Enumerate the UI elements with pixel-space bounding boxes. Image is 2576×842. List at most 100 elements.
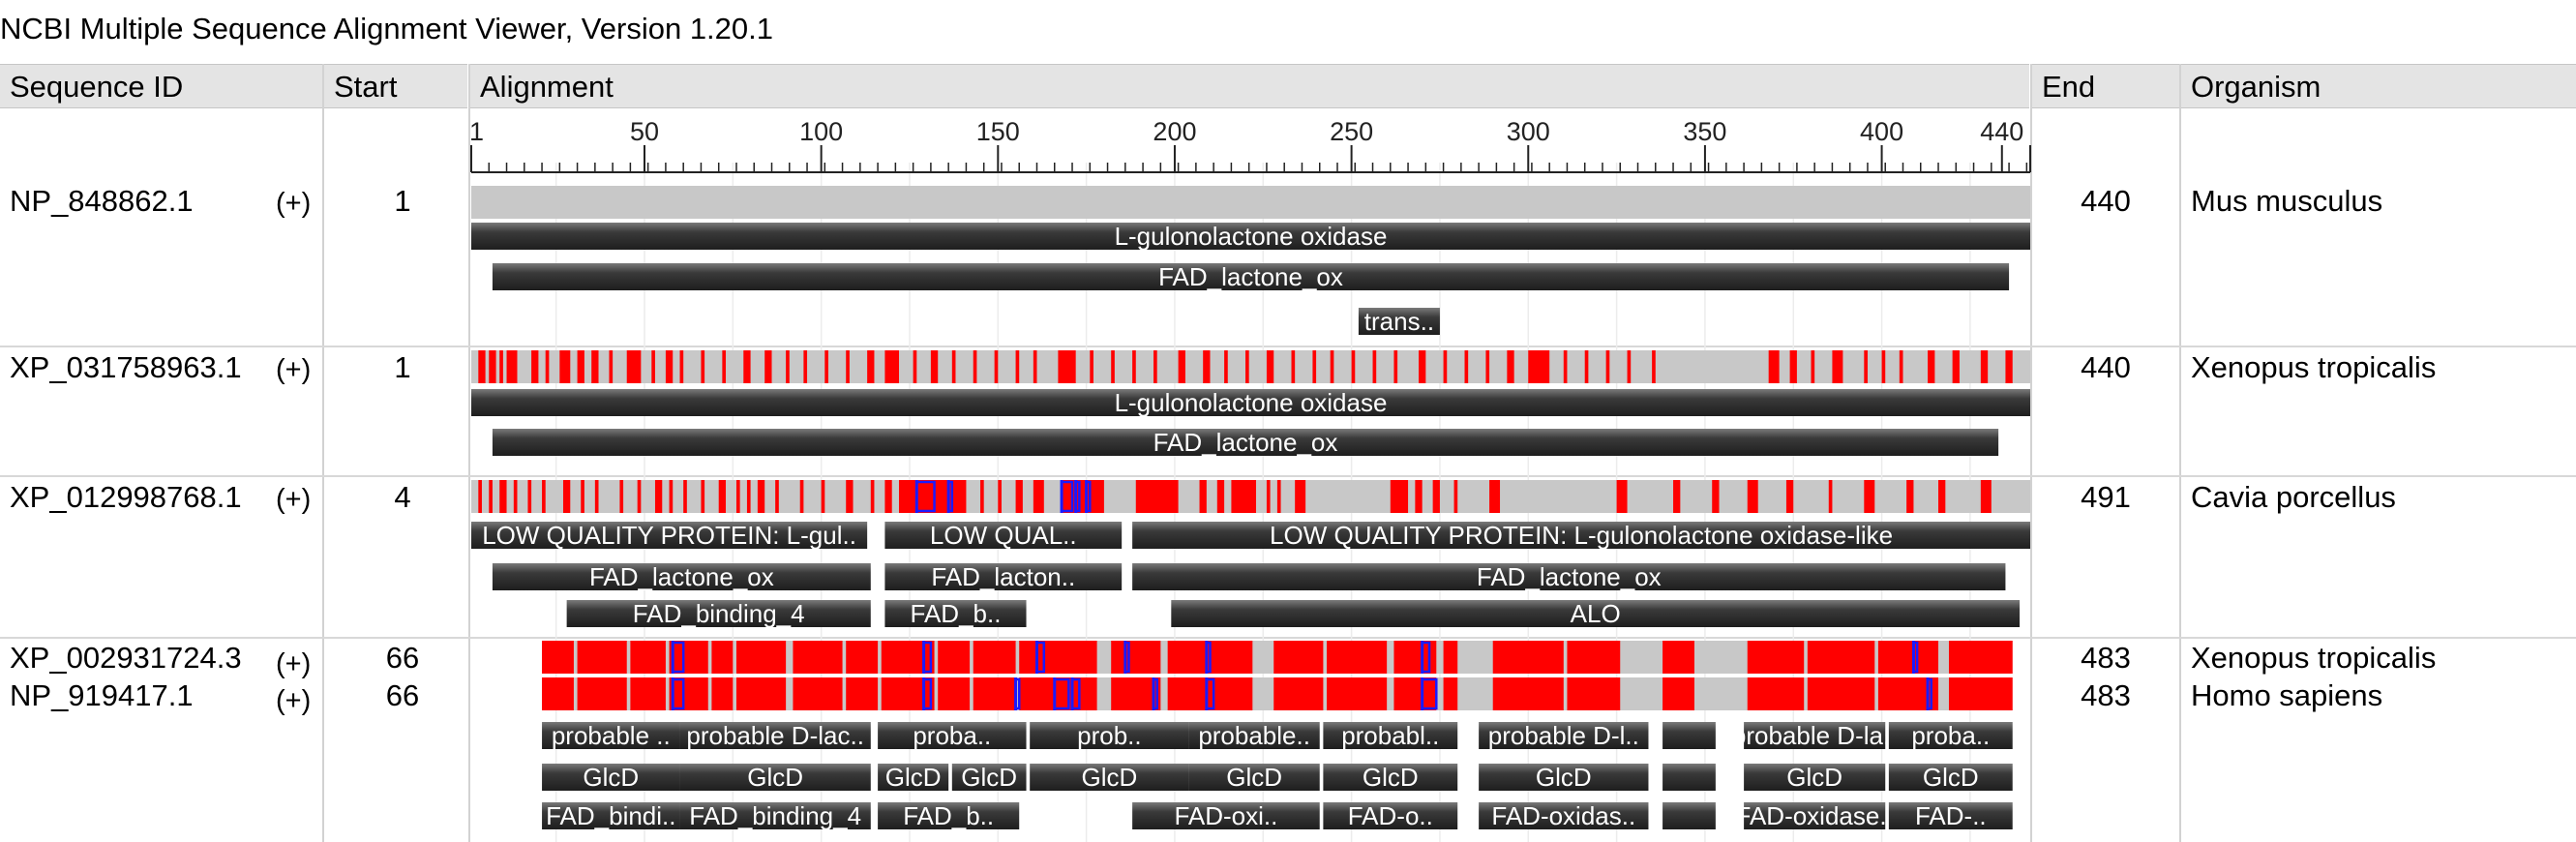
feature-bar[interactable]: FAD-oxidas.. (1479, 801, 1649, 830)
mismatch-segment (630, 677, 666, 710)
feature-bar[interactable]: FAD_lacton.. (884, 562, 1123, 591)
feature-bar[interactable]: probable D-lac.. (679, 721, 871, 750)
mismatch-segment (630, 641, 666, 674)
column-divider[interactable] (468, 64, 470, 842)
sequence-id[interactable]: NP_919417.1 (10, 678, 194, 712)
feature-bar[interactable]: FAD_lactone_ox (492, 562, 871, 591)
feature-bar[interactable]: probable D-l.. (1479, 721, 1649, 750)
feature-bar[interactable]: FAD_binding_4 (679, 801, 871, 830)
feature-bar[interactable]: FAD-.. (1888, 801, 2013, 830)
feature-bar[interactable]: GlcD (878, 763, 949, 792)
feature-bar[interactable]: GlcD (679, 763, 871, 792)
feature-shape (1132, 522, 2030, 549)
sequence-id[interactable]: NP_848862.1 (10, 184, 194, 218)
mismatch-segment (1789, 350, 1797, 383)
feature-bar[interactable]: prob.. (1030, 721, 1189, 750)
feature-bar[interactable] (1662, 722, 1716, 749)
alignment-row[interactable] (542, 641, 2013, 674)
feature-shape (471, 223, 2030, 250)
alignment-row[interactable]: L-gulonolactone oxidase FAD_lactone_ox (471, 350, 2030, 457)
feature-shape (1744, 722, 1886, 749)
feature-bar[interactable]: FAD_lactone_ox (492, 262, 2010, 291)
feature-bar[interactable]: GlcD (951, 763, 1027, 792)
sequence-id[interactable]: XP_012998768.1 (10, 480, 242, 514)
feature-bar[interactable]: FAD-oxi.. (1132, 801, 1320, 830)
mismatch-segment (1266, 480, 1271, 513)
mismatch-segment (1528, 350, 1550, 383)
mismatch-segment (735, 480, 740, 513)
mismatch-segment (1616, 480, 1628, 513)
feature-bar[interactable]: probable .. (542, 721, 680, 750)
mismatch-segment (1747, 677, 1805, 710)
feature-bar[interactable]: LOW QUALITY PROTEIN: L-gulonolactone oxi… (1132, 521, 2030, 550)
end-position: 491 (2081, 480, 2131, 514)
column-header-organism[interactable]: Organism (2181, 64, 2576, 108)
column-header-end[interactable]: End (2032, 64, 2179, 108)
feature-bar[interactable]: proba.. (878, 721, 1027, 750)
feature-bar[interactable]: ALO (1171, 599, 2021, 628)
feature-bar[interactable]: GlcD (1030, 763, 1189, 792)
column-header-start[interactable]: Start (324, 64, 467, 108)
sequence-id[interactable]: XP_002931724.3 (10, 641, 242, 675)
alignment-rows[interactable]: L-gulonolactone oxidaseFAD_lactone_oxtra… (471, 186, 2030, 830)
feature-bar[interactable]: FAD_b.. (884, 599, 1027, 628)
feature-bar[interactable]: GlcD (1888, 763, 2013, 792)
mismatch-segment (1216, 480, 1225, 513)
feature-bar[interactable]: FAD_b.. (878, 801, 1020, 830)
feature-bar[interactable]: probabl.. (1323, 721, 1458, 750)
mismatch-segment (1652, 350, 1656, 383)
feature-bar[interactable] (1662, 764, 1716, 791)
column-header-label: Organism (2191, 70, 2321, 104)
column-divider[interactable] (322, 64, 324, 842)
feature-bar[interactable]: FAD-oxidase.. (1736, 801, 1894, 830)
feature-shape (1132, 802, 1320, 829)
feature-bar[interactable]: L-gulonolactone oxidase (471, 388, 2030, 417)
mismatch-segment (718, 480, 727, 513)
feature-bar[interactable]: proba.. (1888, 721, 2013, 750)
feature-bar[interactable]: probable.. (1188, 721, 1320, 750)
feature-label: FAD-oxidas.. (1491, 801, 1635, 830)
feature-bar[interactable]: GlcD (1744, 763, 1886, 792)
feature-bar[interactable]: probable D-la.. (1732, 721, 1898, 750)
column-divider[interactable] (2030, 64, 2032, 842)
column-divider[interactable] (2179, 64, 2181, 842)
feature-bar[interactable]: trans.. (1358, 307, 1440, 336)
feature-bar[interactable]: GlcD (1188, 763, 1320, 792)
feature-bar[interactable]: FAD-o.. (1323, 801, 1458, 830)
organism-name: Xenopus tropicalis (2191, 350, 2437, 384)
alignment-row[interactable]: probable .. probable D-lac.. proba.. prob..… (542, 677, 2013, 830)
mismatch-segment (1627, 350, 1632, 383)
mismatch-segment (1178, 350, 1185, 383)
feature-bar[interactable]: LOW QUAL.. (884, 521, 1123, 550)
feature-bar[interactable]: GlcD (1479, 763, 1649, 792)
feature-bar[interactable]: FAD_lactone_ox (492, 428, 1999, 457)
alignment-bar[interactable] (471, 186, 2030, 219)
alignment-row[interactable]: LOW QUALITY PROTEIN: L-gul.. LOW QUAL.. LO… (471, 480, 2030, 628)
mismatch-segment (1785, 480, 1794, 513)
mismatch-segment (1312, 350, 1317, 383)
organism-name: Homo sapiens (2191, 678, 2383, 712)
coordinate-ruler[interactable]: 1 50 100 150 200 250 300 350 400 440 (469, 117, 2031, 173)
feature-bar[interactable]: FAD_lactone_ox (1132, 562, 2006, 591)
alignment-row[interactable]: L-gulonolactone oxidase FAD_lactone_oxtra… (471, 186, 2030, 336)
sequence-id[interactable]: XP_031758963.1 (10, 350, 242, 384)
feature-bar[interactable]: GlcD (542, 763, 680, 792)
feature-bar[interactable]: LOW QUALITY PROTEIN: L-gul.. (471, 521, 868, 550)
feature-bar[interactable]: FAD_binding_4 (566, 599, 871, 628)
feature-bar[interactable]: L-gulonolactone oxidase (471, 222, 2030, 251)
mismatch-segment (513, 480, 518, 513)
mismatch-segment (764, 350, 772, 383)
feature-bar[interactable]: FAD_bindi.. (542, 801, 680, 830)
mismatch-segment (527, 480, 532, 513)
mismatch-segment (1584, 350, 1589, 383)
mismatch-segment (1492, 641, 1564, 674)
feature-bar[interactable]: GlcD (1323, 763, 1458, 792)
mismatch-segment (577, 641, 627, 674)
column-header-alignment[interactable]: Alignment (470, 64, 2029, 108)
column-header-sequence-id[interactable]: Sequence ID (0, 64, 322, 108)
mismatch-segment (545, 350, 550, 383)
feature-bar[interactable] (1662, 802, 1716, 829)
mismatch-segment (938, 677, 971, 710)
mismatch-segment (1199, 480, 1207, 513)
